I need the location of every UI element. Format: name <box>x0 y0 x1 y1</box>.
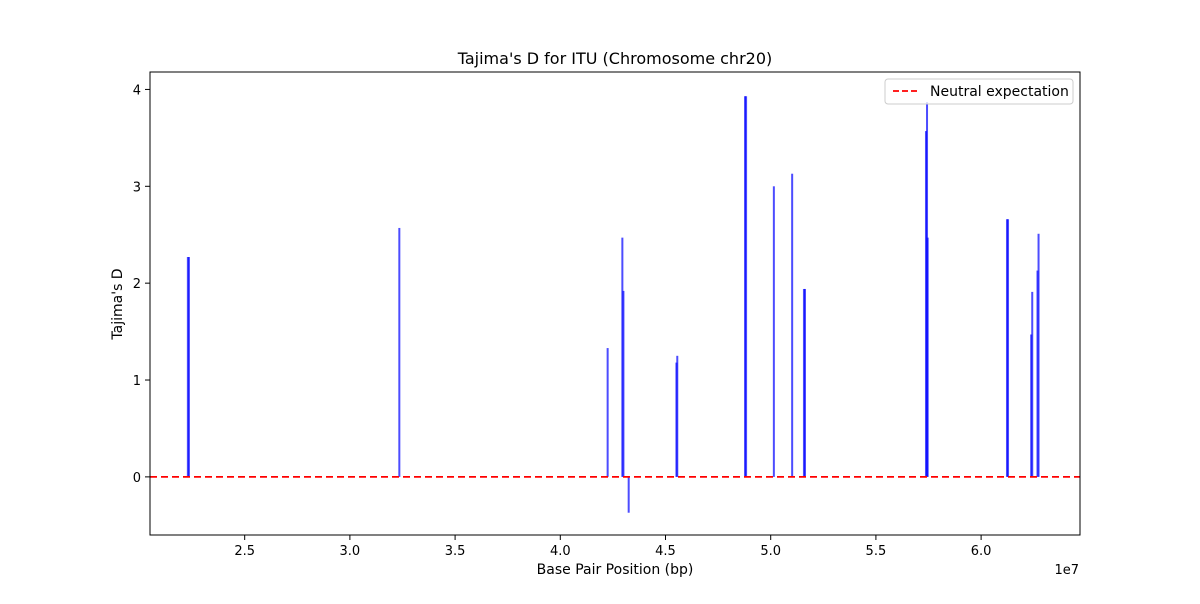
x-tick-label-7: 6.0 <box>971 544 992 559</box>
bar-15 <box>924 131 927 477</box>
x-tick-label-1: 3.0 <box>340 544 361 559</box>
bar-10 <box>745 96 748 477</box>
bar-3 <box>606 348 609 477</box>
legend: Neutral expectation <box>884 78 1074 105</box>
bar-2 <box>398 227 401 477</box>
x-tick-label-3: 4.0 <box>550 544 571 559</box>
y-tick-label-3: 3 <box>133 180 141 195</box>
x-tick-label-6: 5.5 <box>866 544 887 559</box>
bar-4 <box>621 237 624 477</box>
bar-22 <box>1036 270 1039 477</box>
bar-23 <box>1037 233 1040 477</box>
plot-area-frame <box>149 71 1081 536</box>
x-tick-label-2: 3.5 <box>445 544 466 559</box>
y-tick-label-2: 2 <box>133 277 141 292</box>
legend-label-neutral-expectation: Neutral expectation <box>930 84 1069 100</box>
x-tick-label-5: 5.0 <box>760 544 781 559</box>
bar-21 <box>1031 291 1034 477</box>
bar-20 <box>1030 334 1033 477</box>
bar-13 <box>802 288 805 477</box>
bar-18 <box>1005 219 1008 477</box>
bar-17 <box>926 237 929 477</box>
bar-0 <box>186 257 189 477</box>
x-axis-ticks: 2.5 3.0 3.5 4.0 4.5 5.0 5.5 6.0 <box>234 535 991 559</box>
x-axis-offset-label: 1e7 <box>1054 563 1079 578</box>
y-tick-label-4: 4 <box>133 83 141 98</box>
y-axis-ticks: 0 1 2 3 4 <box>133 83 150 486</box>
y-tick-label-1: 1 <box>133 374 141 389</box>
x-tick-label-4: 4.5 <box>655 544 676 559</box>
bar-9 <box>744 96 747 477</box>
bar-8 <box>676 355 679 477</box>
bar-14 <box>804 288 806 477</box>
bar-1 <box>187 257 190 477</box>
x-tick-label-0: 2.5 <box>234 544 255 559</box>
x-axis-label: Base Pair Position (bp) <box>537 562 694 578</box>
bar-11 <box>772 186 775 477</box>
chart-title: Tajima's D for ITU (Chromosome chr20) <box>457 49 773 68</box>
bar-12 <box>791 173 794 477</box>
y-tick-label-0: 0 <box>133 471 141 486</box>
bar-6 <box>627 476 630 513</box>
bar-19 <box>1007 219 1010 477</box>
y-axis-label: Tajima's D <box>110 268 126 340</box>
bars-group <box>186 96 1040 513</box>
bar-5 <box>622 290 625 477</box>
legend-box <box>884 78 1074 105</box>
